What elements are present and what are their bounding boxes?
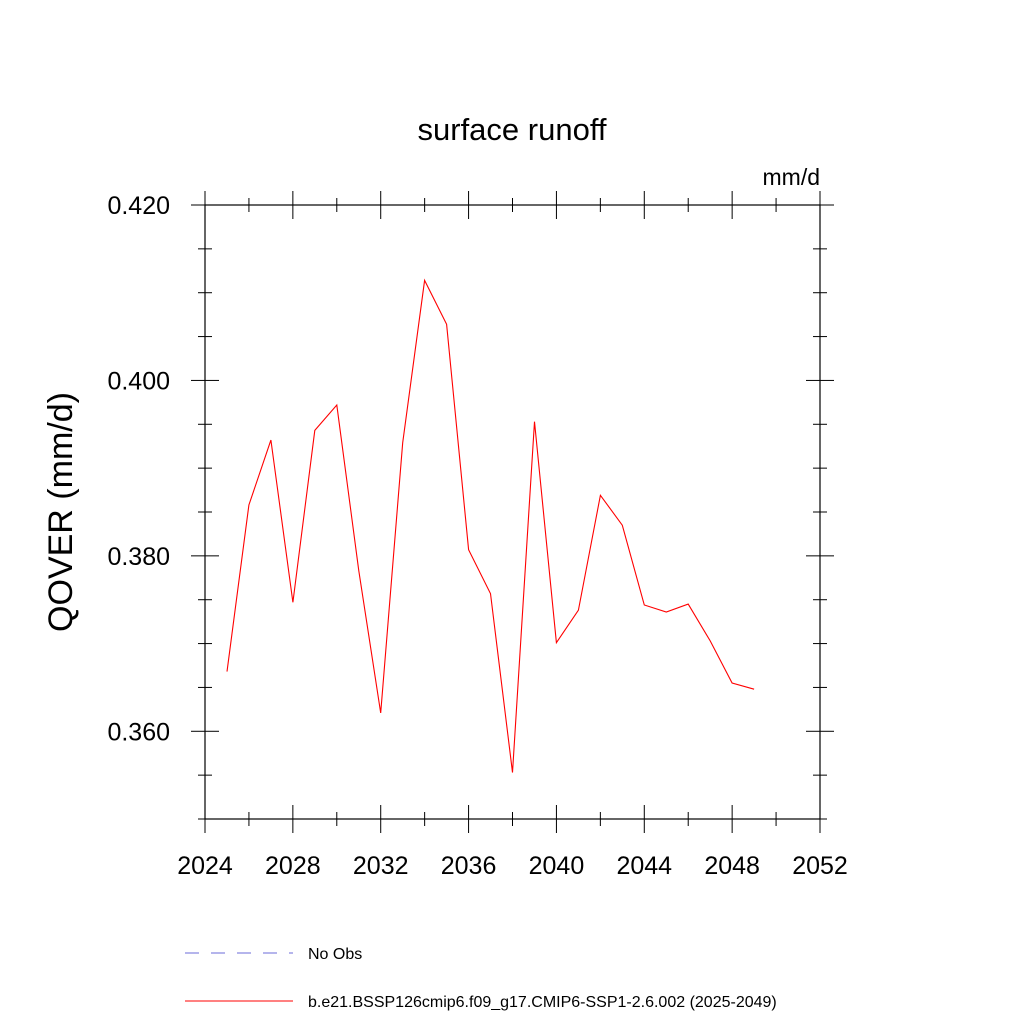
y-tick-label: 0.360 <box>107 718 170 746</box>
x-tick-label: 2028 <box>265 852 321 880</box>
x-tick-label: 2048 <box>704 852 760 880</box>
legend-label: No Obs <box>308 946 362 963</box>
legend-label: b.e21.BSSP126cmip6.f09_g17.CMIP6-SSP1-2.… <box>308 994 777 1011</box>
x-tick-label: 2024 <box>177 852 233 880</box>
axis-ticks <box>191 191 834 833</box>
series-group <box>226 278 755 773</box>
units-label: mm/d <box>763 164 821 190</box>
x-tick-label: 2044 <box>616 852 672 880</box>
x-tick-label: 2036 <box>441 852 497 880</box>
plot-frame <box>204 204 821 820</box>
x-tick-label: 2040 <box>529 852 585 880</box>
y-tick-label: 0.400 <box>107 367 170 395</box>
x-tick-label: 2032 <box>353 852 409 880</box>
y-tick-label: 0.420 <box>107 192 170 220</box>
series-line <box>226 278 755 773</box>
x-tick-label: 2052 <box>792 852 848 880</box>
axis-tick-labels: 2024 2028 2032 2036 2040 2044 2048 2052 0.360 0.3… <box>107 192 847 880</box>
y-axis-label: QOVER (mm/d) <box>42 392 80 632</box>
legend: No Obs b.e21.BSSP126cmip6.f09_g17.CMIP6-S… <box>185 946 777 1011</box>
y-tick-label: 0.380 <box>107 543 170 571</box>
chart-title: surface runoff <box>418 112 607 147</box>
